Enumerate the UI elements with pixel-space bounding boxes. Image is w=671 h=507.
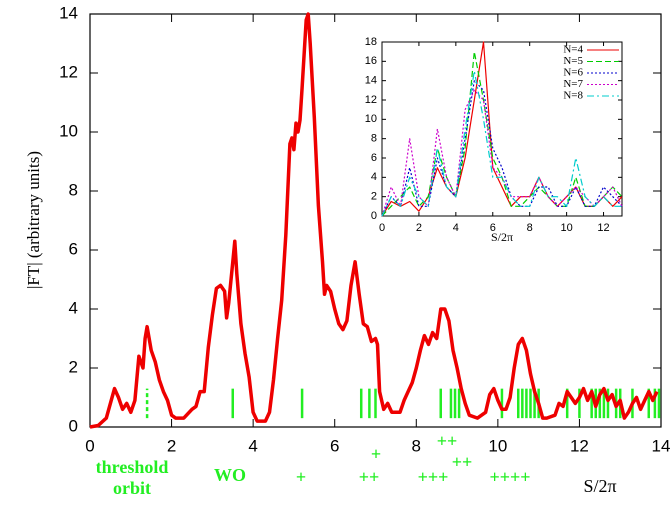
data-line [381, 80, 623, 217]
y-tick-label: 12 [365, 94, 377, 106]
x-tick-label: 0 [379, 222, 385, 234]
legend-label: N=4 [563, 44, 583, 56]
annotation: ++++ [489, 467, 530, 487]
y-tick-label: 4 [69, 298, 78, 317]
y-tick-label: 14 [365, 75, 377, 87]
annotation: ++ [437, 431, 458, 451]
x-tick-label: 10 [560, 222, 572, 234]
x-tick-label: 6 [330, 436, 339, 455]
annotation: WO [214, 465, 246, 485]
y-tick-label: 2 [69, 357, 78, 376]
data-line [381, 70, 622, 217]
x-tick-label: 8 [527, 222, 533, 234]
y-tick-label: 10 [59, 121, 78, 140]
y-tick-label: 4 [371, 171, 377, 183]
annotation: +++ [418, 467, 449, 487]
legend-label: N=8 [563, 90, 583, 102]
x-tick-label: 10 [488, 436, 507, 455]
y-tick-label: 0 [371, 210, 377, 222]
annotation: + [371, 444, 381, 464]
x-tick-label: 2 [416, 222, 422, 234]
legend-label: N=7 [563, 78, 583, 90]
x-tick-label: 6 [490, 222, 496, 234]
y-tick-label: 10 [365, 113, 377, 125]
annotation: ++ [359, 467, 380, 487]
y-tick-label: 6 [371, 152, 377, 164]
y-tick-label: 14 [59, 3, 78, 22]
data-line [89, 12, 659, 429]
x-tick-label: 14 [652, 436, 671, 455]
x-tick-label: 2 [167, 436, 176, 455]
y-tick-label: 8 [371, 133, 377, 145]
y-tick-label: 8 [69, 180, 78, 199]
x-tick-label: 4 [453, 222, 459, 234]
x-tick-label: 0 [85, 436, 94, 455]
inset-x-axis-label: S/2π [491, 230, 513, 244]
x-tick-label: 8 [412, 436, 421, 455]
y-tick-label: 6 [69, 239, 78, 258]
legend-label: N=6 [563, 67, 583, 79]
y-tick-label: 16 [365, 55, 377, 67]
annotation: threshold [96, 457, 169, 477]
x-tick-label: 12 [570, 436, 589, 455]
y-axis-label: |FT| (arbitrary units) [24, 151, 43, 289]
annotation: ++ [452, 452, 473, 472]
x-tick-label: 12 [597, 222, 609, 234]
y-tick-label: 2 [371, 191, 377, 203]
main-frame [89, 13, 662, 428]
inset-background [381, 41, 623, 217]
y-tick-label: 0 [69, 416, 78, 435]
x-tick-label: 4 [248, 436, 257, 455]
y-tick-label: 18 [365, 36, 377, 48]
y-tick-label: 12 [59, 62, 78, 81]
x-axis-label: S/2π [583, 476, 616, 496]
annotation: + [296, 467, 306, 487]
legend-label: N=5 [563, 55, 583, 67]
annotation: orbit [113, 478, 151, 498]
